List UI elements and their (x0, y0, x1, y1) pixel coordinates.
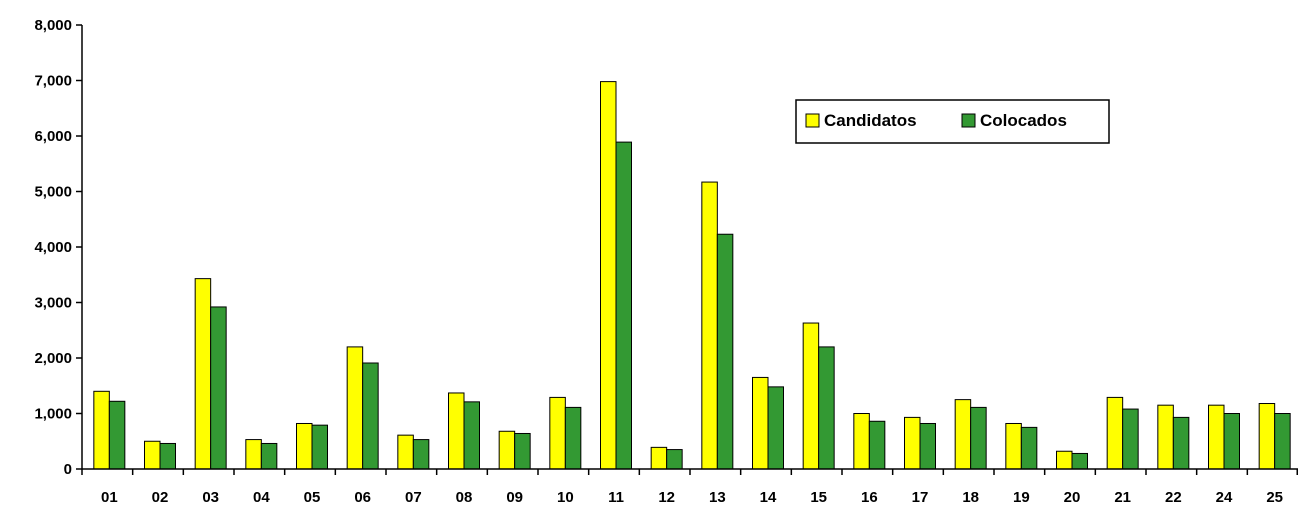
y-tick-label: 0 (64, 461, 72, 478)
bar-colocados (564, 406, 582, 470)
bar-colocados (412, 439, 430, 470)
x-tick-label: 07 (405, 489, 422, 506)
bar-candidatos (448, 392, 465, 470)
bar-candidatos (1106, 396, 1124, 470)
legend-box (795, 99, 1110, 144)
bar-colocados (260, 442, 278, 470)
bar-colocados (970, 406, 987, 470)
legend-swatch-colocados (961, 113, 976, 128)
y-tick-label: 5,000 (34, 184, 72, 201)
legend-label-candidatos: Candidatos (824, 111, 917, 130)
y-axis: 0 1,000 2,000 3,000 4,000 5,000 6,000 7,000 8,00… (34, 17, 83, 478)
bar-colocados (463, 401, 480, 470)
x-tick-label: 08 (456, 489, 473, 506)
x-tick-label: 16 (861, 489, 878, 506)
x-tick-label: 19 (1013, 489, 1030, 506)
y-tick-label: 8,000 (34, 17, 72, 34)
bar-candidatos (1005, 422, 1022, 470)
bar-candidatos (498, 430, 516, 470)
bar-candidatos (245, 439, 262, 470)
legend: Candidatos Colocados (795, 99, 1110, 144)
bar-candidatos (701, 181, 718, 470)
x-tick-label: 02 (152, 489, 169, 506)
bar-candidatos (650, 446, 668, 470)
bar-candidatos (1258, 403, 1276, 470)
bar-candidatos (1056, 450, 1073, 470)
bar-candidatos (194, 278, 212, 470)
bar-colocados (1274, 413, 1291, 470)
x-tick-label: 15 (810, 489, 827, 506)
x-tick-label: 11 (608, 489, 624, 506)
bar-colocados (666, 449, 683, 470)
bar-colocados (159, 442, 176, 470)
bar-candidatos (93, 390, 110, 470)
x-tick-label: 05 (304, 489, 321, 506)
bar-candidatos (954, 399, 972, 470)
x-tick-label: 06 (354, 489, 371, 506)
bar-candidatos (802, 322, 820, 470)
x-tick-label: 09 (506, 489, 523, 506)
x-tick-label: 01 (101, 489, 118, 506)
x-tick-label: 14 (760, 489, 777, 506)
bar-colocados (1172, 416, 1190, 470)
legend-label-colocados: Colocados (980, 111, 1067, 130)
bar-candidatos (144, 440, 161, 470)
x-tick-label: 22 (1165, 489, 1182, 506)
x-tick-label: 04 (253, 489, 270, 506)
bar-candidatos (296, 422, 313, 470)
bars (93, 81, 1291, 470)
bar-colocados (1122, 408, 1139, 470)
bar-colocados (311, 424, 328, 470)
bar-colocados (514, 432, 531, 470)
bar-candidatos (752, 376, 769, 470)
x-tick-label: 10 (557, 489, 574, 506)
x-tick-label: 03 (202, 489, 219, 506)
x-tick-label: 24 (1216, 489, 1233, 506)
bar-colocados (362, 362, 379, 470)
bar-colocados (210, 306, 227, 470)
y-tick-label: 7,000 (34, 73, 72, 90)
bar-colocados (108, 400, 126, 470)
bar-colocados (615, 141, 632, 470)
bar-colocados (1223, 413, 1240, 470)
bar-candidatos (1208, 404, 1225, 470)
bar-colocados (818, 346, 835, 470)
y-tick-label: 1,000 (34, 406, 72, 423)
bar-colocados (1020, 426, 1038, 470)
x-tick-label: 12 (658, 489, 675, 506)
x-axis: 01 02 03 04 05 06 07 08 09 10 11 12 13 14 15 16 17 18 19 20… (81, 468, 1298, 506)
x-tick-label: 25 (1266, 489, 1283, 506)
bar-candidatos (904, 416, 921, 470)
y-tick-label: 6,000 (34, 128, 72, 145)
bar-colocados (868, 420, 886, 470)
bar-colocados (1071, 452, 1088, 470)
y-tick-label: 3,000 (34, 295, 72, 312)
bar-colocados (716, 233, 734, 470)
x-tick-label: 18 (962, 489, 979, 506)
bar-colocados (767, 386, 784, 470)
x-tick-label: 13 (709, 489, 726, 506)
x-tick-label: 20 (1064, 489, 1081, 506)
bar-candidatos (600, 81, 617, 470)
x-tick-label: 17 (912, 489, 929, 506)
bar-candidatos (549, 396, 566, 470)
bar-colocados (919, 422, 936, 470)
bar-candidatos (1157, 404, 1174, 470)
y-tick-label: 2,000 (34, 350, 72, 367)
bar-candidatos (853, 413, 870, 470)
x-tick-label: 21 (1114, 489, 1131, 506)
bar-candidatos (397, 434, 414, 470)
legend-swatch-candidatos (805, 113, 820, 128)
bar-candidatos (346, 346, 364, 470)
y-tick-label: 4,000 (34, 239, 72, 256)
